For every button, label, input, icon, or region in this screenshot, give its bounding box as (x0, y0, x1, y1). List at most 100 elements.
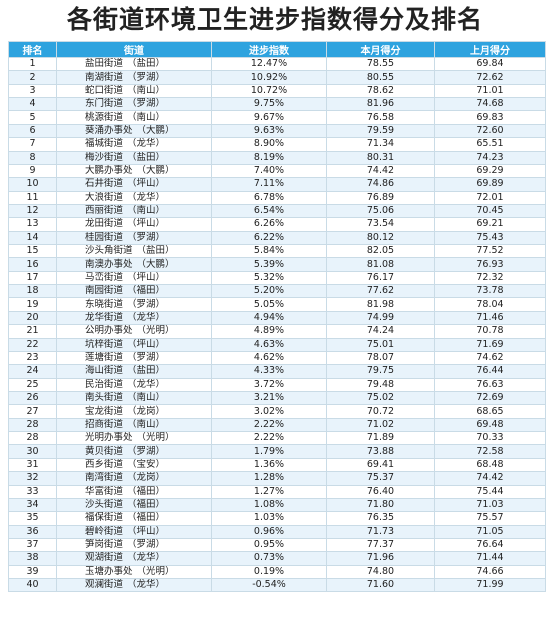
rank-cell: 17 (8, 270, 57, 286)
this-month-score-cell: 78.55 (326, 56, 435, 72)
progress-index-cell: 6.26% (211, 217, 327, 232)
progress-index-cell: 2.22% (211, 417, 327, 433)
district-name: （坪山） (127, 338, 166, 350)
street-cell: 碧岭街道 （坪山） (56, 524, 212, 539)
last-month-score-cell: 75.57 (434, 511, 546, 526)
street-name: 西丽街道 (85, 205, 124, 217)
this-month-score-cell: 71.96 (326, 551, 435, 566)
progress-index-cell: 8.90% (211, 137, 327, 152)
last-month-score-cell: 69.29 (434, 163, 546, 179)
table-body: 1 盐田街道 （盐田） 12.47% 78.55 69.84 2 南湖街道 （罗湖） 10.92%… (8, 56, 546, 593)
street-cell: 南澳办事处 （大鹏） (56, 257, 212, 272)
this-month-score-cell: 82.05 (326, 244, 435, 259)
district-name: （罗湖） (127, 352, 166, 364)
table-row: 19 东晓街道 （罗湖） 5.05% 81.98 78.04 (8, 297, 546, 312)
progress-index-cell: 1.08% (211, 497, 327, 513)
table-row: 6 葵涌办事处 （大鹏） 9.63% 79.59 72.60 (8, 123, 546, 139)
table-row: 35 福保街道 （福田） 1.03% 76.35 75.57 (8, 511, 546, 526)
last-month-score-cell: 73.78 (434, 284, 546, 299)
progress-index-cell: 1.28% (211, 471, 327, 486)
table-row: 37 笋岗街道 （罗湖） 0.95% 77.37 76.64 (8, 537, 546, 553)
table-row: 26 南头街道 （南山） 3.21% 75.02 72.69 (8, 390, 546, 406)
progress-index-cell: 0.73% (211, 551, 327, 566)
street-name: 华富街道 (85, 485, 124, 497)
last-month-score-cell: 69.83 (434, 110, 546, 125)
progress-index-cell: 9.75% (211, 97, 327, 112)
street-name: 南湾街道 (85, 472, 124, 484)
district-name: （南山） (127, 111, 166, 123)
table-row: 3 蛇口街道 （南山） 10.72% 78.62 71.01 (8, 83, 546, 99)
progress-index-cell: 4.94% (211, 310, 327, 326)
table-row: 28 招商街道 （南山） 2.22% 71.02 69.48 (8, 417, 546, 433)
rank-cell: 11 (8, 190, 57, 205)
progress-index-cell: 1.03% (211, 511, 327, 526)
street-cell: 观澜街道 （龙华） (56, 578, 212, 593)
ranking-table: 排名 街道 进步指数 本月得分 上月得分 1 盐田街道 （盐田） 12.47% 78.5… (8, 41, 546, 593)
district-name: （罗湖） (127, 231, 166, 243)
this-month-score-cell: 71.02 (326, 417, 435, 433)
district-name: （龙华） (127, 138, 166, 150)
rank-cell: 5 (8, 110, 57, 125)
district-name: （光明） (136, 325, 175, 337)
this-month-score-cell: 74.99 (326, 310, 435, 326)
this-month-score-cell: 75.06 (326, 203, 435, 219)
last-month-score-cell: 71.99 (434, 578, 546, 593)
street-name: 光明办事处 (85, 432, 133, 444)
table-row: 20 龙华街道 （龙华） 4.94% 74.99 71.46 (8, 310, 546, 326)
rank-cell: 3 (8, 83, 57, 99)
street-name: 坑梓街道 (85, 338, 124, 350)
last-month-score-cell: 75.44 (434, 484, 546, 499)
district-name: （光明） (136, 432, 175, 444)
this-month-score-cell: 76.58 (326, 110, 435, 125)
rank-cell: 7 (8, 137, 57, 152)
street-name: 龙田街道 (85, 218, 124, 230)
table-row: 16 南澳办事处 （大鹏） 5.39% 81.08 76.93 (8, 257, 546, 272)
progress-index-cell: 9.63% (211, 123, 327, 139)
progress-index-cell: 3.02% (211, 404, 327, 419)
table-row: 21 公明办事处 （光明） 4.89% 74.24 70.78 (8, 324, 546, 339)
street-cell: 玉塘办事处 （光明） (56, 564, 212, 580)
street-name: 东门街道 (85, 98, 124, 110)
this-month-score-cell: 81.08 (326, 257, 435, 272)
district-name: （罗湖） (127, 98, 166, 110)
progress-index-cell: 4.63% (211, 337, 327, 352)
rank-cell: 28 (8, 431, 57, 446)
district-name: （大鹏） (136, 165, 175, 177)
table-row: 12 西丽街道 （南山） 6.54% 75.06 70.45 (8, 203, 546, 219)
street-cell: 大鹏办事处 （大鹏） (56, 163, 212, 179)
street-name: 黄贝街道 (85, 445, 124, 457)
last-month-score-cell: 69.89 (434, 177, 546, 192)
table-row: 25 民治街道 （龙华） 3.72% 79.48 76.63 (8, 377, 546, 392)
last-month-score-cell: 72.32 (434, 270, 546, 286)
this-month-score-cell: 75.37 (326, 471, 435, 486)
rank-cell: 14 (8, 230, 57, 246)
street-cell: 观湖街道 （龙华） (56, 551, 212, 566)
district-name: （龙华） (127, 552, 166, 564)
street-cell: 沙头角街道 （盐田） (56, 244, 212, 259)
district-name: （龙华） (127, 312, 166, 323)
progress-index-cell: 7.11% (211, 177, 327, 192)
street-cell: 黄贝街道 （罗湖） (56, 444, 212, 459)
street-cell: 葵涌办事处 （大鹏） (56, 123, 212, 139)
street-name: 盐田街道 (85, 58, 124, 70)
table-row: 22 坑梓街道 （坪山） 4.63% 75.01 71.69 (8, 337, 546, 352)
progress-index-cell: 6.22% (211, 230, 327, 246)
street-name: 公明办事处 (85, 325, 133, 337)
district-name: （盐田） (127, 365, 166, 377)
street-cell: 福城街道 （龙华） (56, 137, 212, 152)
street-cell: 南湖街道 （罗湖） (56, 70, 212, 85)
last-month-score-cell: 71.69 (434, 337, 546, 352)
this-month-score-cell: 78.07 (326, 350, 435, 366)
table-row: 10 石井街道 （坪山） 7.11% 74.86 69.89 (8, 177, 546, 192)
rank-cell: 25 (8, 377, 57, 392)
rank-cell: 32 (8, 471, 57, 486)
district-name: （罗湖） (127, 71, 166, 83)
table-row: 36 碧岭街道 （坪山） 0.96% 71.73 71.05 (8, 524, 546, 539)
district-name: （坪山） (127, 218, 166, 230)
last-month-score-cell: 70.45 (434, 203, 546, 219)
rank-cell: 18 (8, 284, 57, 299)
street-name: 龙华街道 (85, 312, 124, 323)
last-month-score-cell: 71.03 (434, 497, 546, 513)
district-name: （坪山） (127, 271, 166, 283)
table-row: 11 大浪街道 （龙华） 6.78% 76.89 72.01 (8, 190, 546, 205)
